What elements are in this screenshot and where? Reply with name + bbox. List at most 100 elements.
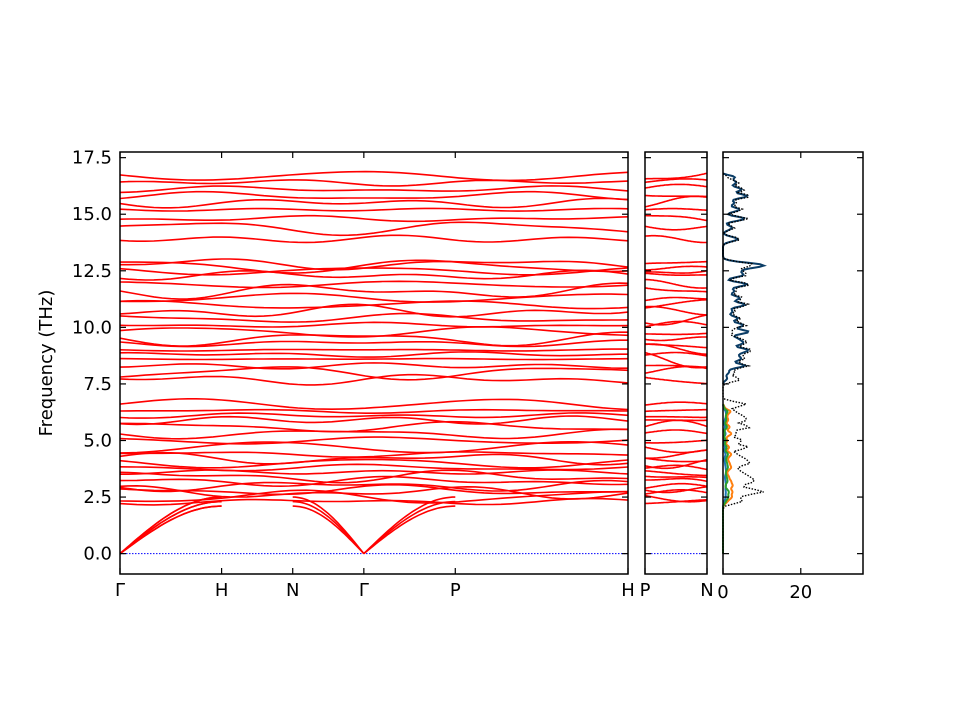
band-line-34 <box>645 296 707 302</box>
x-tick-label-1: P <box>640 580 651 601</box>
band-line-4 <box>120 483 628 496</box>
band-line-30 <box>120 321 628 328</box>
band-line-22 <box>120 366 628 381</box>
band-line-16 <box>645 419 707 428</box>
panels: Γ H N Γ P H0.02.55.07.510.012.515.017.5P N 0 20 <box>72 148 864 603</box>
acoustic-branch-1-3 <box>120 496 222 555</box>
band-line-10 <box>120 458 628 469</box>
band-line-4 <box>645 486 707 494</box>
band-line-16 <box>120 420 628 433</box>
x-tick-label-3: N <box>286 580 299 601</box>
band-line-20 <box>120 398 628 411</box>
y-tick-label-1: 0.0 <box>83 544 112 565</box>
band-line-7 <box>120 469 628 484</box>
band-line-8 <box>645 470 707 477</box>
band-line-21 <box>120 373 628 386</box>
band-line-7 <box>645 475 707 479</box>
dos-x-tick-label-2: 20 <box>789 582 812 603</box>
band-line-28 <box>120 331 628 347</box>
acoustic-branch-2-2 <box>120 500 222 555</box>
band-line-9 <box>120 463 628 472</box>
y-axis-label: Frequency (THz) <box>36 290 57 437</box>
band-line-17 <box>120 415 628 426</box>
band-line-29 <box>645 332 707 336</box>
band-line-32 <box>645 305 707 316</box>
band-line-25 <box>645 351 707 357</box>
acoustic-branch-4-3 <box>363 496 456 555</box>
dos-panel: 0 20 <box>717 151 864 603</box>
band-line-14 <box>645 439 707 444</box>
band-line-43 <box>120 214 628 223</box>
band-panel-1: Γ H N Γ P H 0.0 2.5 5.0 7.5 10.0 12.5 15.0 17.5 <box>72 148 635 601</box>
band-line-44 <box>120 207 628 212</box>
band-line-42 <box>120 221 628 237</box>
band-line-29 <box>120 325 628 338</box>
band-line-45 <box>120 197 628 209</box>
band-line-12 <box>120 451 628 458</box>
y-axis-label-group: Frequency (THz) <box>36 290 57 437</box>
band-line-48 <box>120 179 628 187</box>
band-line-28 <box>645 336 707 342</box>
y-tick-label-7: 15.0 <box>72 204 112 225</box>
band-line-8 <box>120 469 628 475</box>
band-line-20 <box>645 401 707 406</box>
y-tick-label-5: 10.0 <box>72 317 112 338</box>
band-line-18 <box>120 412 628 419</box>
band-line-31 <box>645 314 707 326</box>
band-line-13 <box>645 446 707 454</box>
band-line-31 <box>120 312 628 323</box>
band-line-34 <box>120 292 628 303</box>
panel-frame <box>119 151 629 575</box>
acoustic-branch-1-2 <box>120 500 222 555</box>
band-line-39 <box>645 265 707 271</box>
dos-series-4 <box>722 172 767 385</box>
acoustic-branch-3-2 <box>292 500 365 555</box>
acoustic-branch-2-3 <box>120 496 222 555</box>
dos-x-tick-label-1: 0 <box>717 582 728 603</box>
band-line-15 <box>645 429 707 435</box>
band-line-33 <box>645 298 707 309</box>
band-line-24 <box>120 357 628 361</box>
band-line-47 <box>645 183 707 189</box>
y-tick-label-4: 7.5 <box>83 374 112 395</box>
band-line-40 <box>120 258 628 271</box>
band-line-11 <box>120 451 628 466</box>
dos-series-5 <box>722 172 764 554</box>
band-line-45 <box>645 195 707 208</box>
band-line-18 <box>645 415 707 419</box>
band-line-5 <box>120 479 628 493</box>
band-line-47 <box>120 185 628 194</box>
x-tick-label-1: Γ <box>115 580 125 601</box>
band-line-21 <box>645 376 707 385</box>
band-line-48 <box>645 178 707 184</box>
y-tick-label-2: 2.5 <box>83 487 112 508</box>
x-tick-label-4: Γ <box>359 580 369 601</box>
x-tick-label-2: H <box>215 580 229 601</box>
band-line-6 <box>120 475 628 488</box>
band-line-37 <box>645 272 707 276</box>
dos-frame <box>722 151 864 575</box>
band-line-35 <box>645 287 707 293</box>
band-line-3 <box>120 484 628 500</box>
x-tick-label-2: N <box>700 580 713 601</box>
band-line-1 <box>120 497 628 506</box>
y-tick-label-8: 17.5 <box>72 148 112 169</box>
band-line-27 <box>645 343 707 349</box>
band-line-23 <box>645 364 707 368</box>
band-line-19 <box>645 408 707 413</box>
band-line-26 <box>120 348 628 352</box>
band-line-38 <box>645 270 707 274</box>
band-line-24 <box>645 351 707 369</box>
acoustic-branch-4-1 <box>363 505 456 555</box>
band-line-25 <box>120 351 628 358</box>
band-line-2 <box>645 494 707 503</box>
panel-frame <box>644 151 708 575</box>
band-line-46 <box>120 190 628 201</box>
band-line-39 <box>120 259 628 274</box>
band-line-40 <box>645 260 707 265</box>
band-line-35 <box>120 282 628 300</box>
band-line-41 <box>645 234 707 244</box>
acoustic-branch-2-1 <box>120 505 222 555</box>
